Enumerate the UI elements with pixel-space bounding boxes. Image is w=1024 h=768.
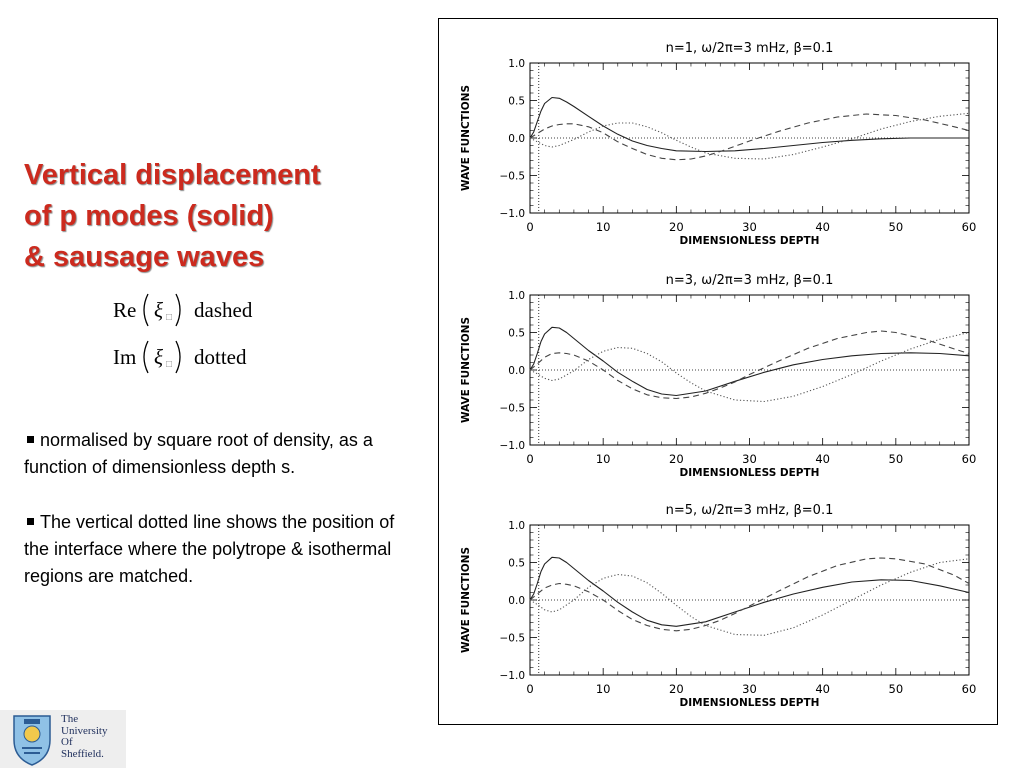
series-dotted-line [529,331,970,403]
y-tick-label: 0.5 [508,96,525,108]
y-tick-label: 0.0 [508,595,525,607]
x-tick-label: 30 [742,452,757,466]
chart-panel-3: 0 10 20 30 40 50 60 1.0 0.5 0.0 −0.5 −1.0 n=5, ω/2π=… [460,503,976,709]
x-tick-label: 50 [889,220,904,234]
y-tick-label: −0.5 [500,171,526,183]
chart-panel-2: 0 10 20 30 40 50 60 1.0 0.5 0.0 −0.5 −1.0 n=3, ω/2π=… [460,273,976,479]
chart-panel-1: 0 10 20 30 40 50 60 1.0 0.5 0.0 −0.5 −1.0 n=1, ω/2π=… [460,41,976,247]
subscript-mark: □ [166,312,173,323]
x-tick-label: 20 [669,452,684,466]
formula-brackets [143,340,181,374]
bullet-text: The vertical dotted line shows the posit… [24,512,395,586]
series-dashed-line [529,113,970,161]
formula-operator: Re [113,298,137,322]
bullet-square-icon [27,436,34,444]
y-tick-label: −1.0 [500,208,526,220]
x-axis-label: DIMENSIONLESS DEPTH [680,697,820,709]
series-dashed-line [529,330,970,400]
x-tick-label: 50 [889,682,904,696]
bullet-square-icon [27,518,34,526]
x-tick-label: 20 [669,220,684,234]
y-tick-label: −0.5 [500,633,526,645]
y-tick-label: 0.0 [508,133,525,145]
x-tick-label: 60 [962,682,977,696]
y-tick-label: −0.5 [500,403,526,415]
x-tick-label: 10 [596,220,611,234]
series-solid-line [529,556,970,627]
x-tick-label: 0 [526,452,533,466]
series-dashed-line [529,557,970,632]
x-tick-label: 20 [669,682,684,696]
y-tick-label: −1.0 [500,440,526,452]
series-dotted-line [529,112,970,160]
x-tick-label: 0 [526,220,533,234]
chart-title: n=1, ω/2π=3 mHz, β=0.1 [666,41,834,56]
formula-operator: Im [113,345,137,369]
title-line: & sausage waves [24,241,265,273]
slide-title: Vertical displacement of p modes (solid)… [24,155,424,278]
logo-word: The [61,713,79,725]
title-line: of p modes (solid) [24,200,274,232]
y-tick-label: 0.5 [508,558,525,570]
xi-symbol: ξ [154,298,163,322]
y-tick-label: 0.0 [508,365,525,377]
formula-real-dashed: Re ξ □ dashed [113,290,283,330]
series-dotted-line [529,558,970,636]
xi-symbol: ξ [154,345,163,369]
x-tick-label: 30 [742,682,757,696]
y-tick-label: 1.0 [508,520,525,532]
y-axis-label: WAVE FUNCTIONS [460,85,472,191]
formula-style-label: dashed [194,298,253,322]
y-tick-label: 1.0 [508,58,525,70]
logo-wordmark: The University Of Sheffield. [61,713,108,760]
y-axis-label: WAVE FUNCTIONS [460,547,472,653]
formula-brackets [143,293,181,327]
title-line: Vertical displacement [24,159,321,191]
figure-frame: 0 10 20 30 40 50 60 1.0 0.5 0.0 −0.5 −1.0 n=1, ω/2π=… [438,18,998,725]
logo-word: Sheffield. [61,747,104,760]
formula-style-label: dotted [194,345,247,369]
wave-function-plots: 0 10 20 30 40 50 60 1.0 0.5 0.0 −0.5 −1.0 n=1, ω/2π=… [460,41,976,709]
x-tick-label: 50 [889,452,904,466]
bullet-text: normalised by square root of density, as… [24,430,373,477]
x-tick-label: 40 [815,452,830,466]
chart-title: n=5, ω/2π=3 mHz, β=0.1 [666,503,834,518]
logo-word: University [61,724,108,737]
x-tick-label: 60 [962,452,977,466]
x-tick-label: 40 [815,682,830,696]
x-axis-label: DIMENSIONLESS DEPTH [680,235,820,247]
y-tick-label: 0.5 [508,328,525,340]
x-tick-label: 10 [596,452,611,466]
logo-word: Of [61,736,73,748]
university-logo: The University Of Sheffield. [0,710,126,768]
bullet-paragraph-normalisation: normalised by square root of density, as… [24,427,424,481]
x-tick-label: 30 [742,220,757,234]
series-solid-line [529,326,970,397]
chart-title: n=3, ω/2π=3 mHz, β=0.1 [666,273,834,288]
y-axis-label: WAVE FUNCTIONS [460,317,472,423]
x-tick-label: 60 [962,220,977,234]
x-tick-label: 40 [815,220,830,234]
bullet-paragraph-interface: The vertical dotted line shows the posit… [24,509,424,590]
y-tick-label: 1.0 [508,290,525,302]
x-tick-label: 0 [526,682,533,696]
formula-imag-dotted: Im ξ □ dotted [113,337,283,377]
x-tick-label: 10 [596,682,611,696]
crest-icon [13,715,51,766]
y-tick-label: −1.0 [500,670,526,682]
series-solid-line [529,96,969,153]
x-axis-label: DIMENSIONLESS DEPTH [680,467,820,479]
subscript-mark: □ [166,359,173,370]
